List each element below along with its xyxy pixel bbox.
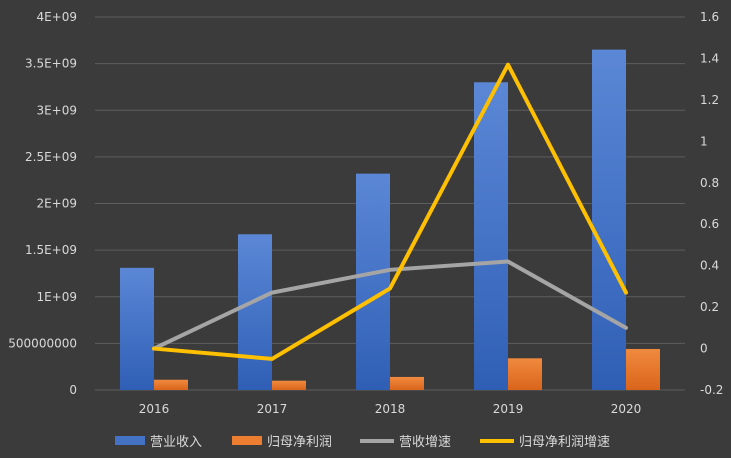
y-right-tick-label: 1.2 [700, 93, 719, 107]
bar-revenue [120, 267, 154, 390]
y-left-tick-label: 0 [69, 383, 77, 397]
y-right-tick-label: 0.6 [700, 217, 719, 231]
y-left-tick-label: 500000000 [8, 336, 77, 350]
bar-revenue [474, 82, 508, 391]
legend-swatch [115, 436, 145, 445]
y-right-tick-label: 0.8 [700, 176, 719, 190]
x-tick-label: 2017 [257, 402, 288, 416]
y-right-tick-label: 1.6 [700, 10, 719, 24]
y-left-tick-label: 3.5E+09 [25, 57, 77, 71]
bar-revenue [592, 49, 626, 390]
y-right-tick-label: 0.4 [700, 259, 719, 273]
y-left-tick-label: 1E+09 [36, 290, 77, 304]
legend-swatch [232, 436, 262, 445]
y-right-tick-label: 1 [700, 134, 708, 148]
bar-net-profit [272, 380, 306, 390]
y-left-tick-label: 3E+09 [36, 103, 77, 117]
bar-revenue [356, 173, 390, 390]
x-tick-label: 2016 [139, 402, 170, 416]
bar-net-profit [154, 379, 188, 390]
legend-label: 归母净利润增速 [519, 435, 610, 450]
x-tick-label: 2018 [375, 402, 406, 416]
y-left-tick-label: 2E+09 [36, 197, 77, 211]
y-left-tick-label: 2.5E+09 [25, 150, 77, 164]
y-left-tick-label: 4E+09 [36, 10, 77, 24]
y-left-tick-label: 1.5E+09 [25, 243, 77, 257]
legend-label: 营业收入 [150, 435, 202, 450]
x-tick-label: 2019 [493, 402, 524, 416]
x-tick-label: 2020 [611, 402, 642, 416]
bar-net-profit [508, 358, 542, 390]
legend-label: 营收增速 [399, 435, 451, 450]
y-right-tick-label: 1.4 [700, 51, 719, 65]
bar-net-profit [626, 348, 660, 390]
line-revenue-growth [152, 259, 628, 351]
legend-label: 归母净利润 [267, 435, 332, 450]
bar-revenue [238, 234, 272, 390]
y-right-tick-label: -0.2 [700, 383, 723, 397]
y-right-tick-label: 0.2 [700, 300, 719, 314]
bar-net-profit [390, 376, 424, 390]
line-net-profit-growth [152, 62, 628, 361]
y-right-tick-label: 0 [700, 342, 708, 356]
